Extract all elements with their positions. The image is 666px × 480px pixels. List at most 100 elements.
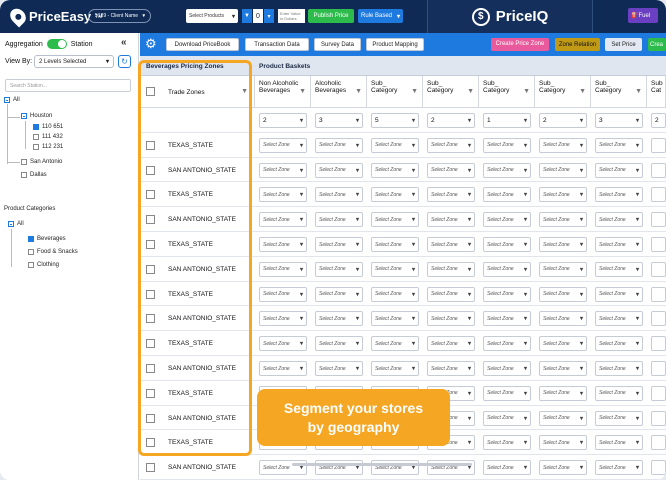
priceeasy-logo[interactable]: PriceEasy TM	[7, 5, 102, 28]
select-zone-dropdown[interactable]: Select Zone ▾	[259, 336, 307, 352]
select-zone-dropdown[interactable]: Select Zone ▾	[595, 460, 643, 476]
select-zone-dropdown[interactable]: Select Zone ▾	[427, 336, 475, 352]
select-zone-dropdown[interactable]: Select Zone ▾	[595, 261, 643, 277]
select-zone-dropdown[interactable]: Select Zone ▾	[371, 162, 419, 178]
select-zone-dropdown[interactable]: Select Zone ▾	[259, 137, 307, 153]
select-zone-dropdown[interactable]: Select Zone ▾	[371, 261, 419, 277]
search-station-input[interactable]: Search Station...	[5, 79, 131, 92]
checkbox-checked-icon[interactable]	[28, 236, 34, 242]
select-zone-dropdown[interactable]: Select Zone ▾	[259, 212, 307, 228]
basket-value-select[interactable]: 2	[651, 113, 666, 128]
select-zone-dropdown[interactable]	[651, 162, 666, 178]
select-zone-dropdown[interactable]: Select Zone ▾	[259, 237, 307, 252]
select-zone-dropdown[interactable]: Select Zone ▾	[427, 311, 475, 327]
basket-value-select[interactable]: 3 ▾	[315, 113, 363, 128]
select-zone-dropdown[interactable]: Select Zone ▾	[539, 187, 587, 203]
select-zone-dropdown[interactable]: Select Zone ▾	[259, 460, 307, 476]
select-zone-dropdown[interactable]: Select Zone ▾	[315, 286, 363, 302]
select-zone-dropdown[interactable]: Select Zone ▾	[315, 187, 363, 203]
tree-dallas[interactable]: Dallas	[21, 172, 47, 178]
select-zone-dropdown[interactable]: Select Zone ▾	[371, 237, 419, 252]
create-price-zone-button[interactable]: Create Price Zone	[491, 38, 549, 51]
row-checkbox[interactable]	[146, 165, 155, 175]
select-zone-dropdown[interactable]: Select Zone ▾	[483, 435, 531, 451]
publish-price-button[interactable]: Publish Price	[308, 9, 354, 23]
select-zone-dropdown[interactable]: Select Zone ▾	[483, 336, 531, 352]
select-zone-dropdown[interactable]: Select Zone ▾	[483, 212, 531, 228]
horizontal-scrollbar[interactable]	[292, 463, 472, 466]
select-zone-dropdown[interactable]: Select Zone ▾	[259, 361, 307, 376]
select-zone-dropdown[interactable]: Select Zone ▾	[371, 361, 419, 376]
checkbox-icon[interactable]	[28, 262, 34, 268]
checkbox-checked-icon[interactable]	[33, 124, 39, 130]
row-checkbox[interactable]	[146, 264, 155, 274]
select-zone-dropdown[interactable]: Select Zone ▾	[539, 361, 587, 376]
gear-icon[interactable]: ⚙	[145, 36, 157, 51]
pc-food[interactable]: Food & Snacks	[28, 249, 78, 255]
select-zone-dropdown[interactable]: Select Zone ▾	[371, 212, 419, 228]
select-zone-dropdown[interactable]: Select Zone ▾	[315, 162, 363, 178]
select-zone-dropdown[interactable]: Select Zone ▾	[483, 410, 531, 426]
select-zone-dropdown[interactable]: Select Zone ▾	[539, 311, 587, 327]
checkbox-icon[interactable]	[28, 249, 34, 255]
select-zone-dropdown[interactable]: Select Zone ▾	[483, 460, 531, 476]
select-zone-dropdown[interactable]: Select Zone ▾	[539, 286, 587, 302]
select-zone-dropdown[interactable]	[651, 311, 666, 327]
select-zone-dropdown[interactable]: Select Zone ▾	[371, 286, 419, 302]
select-zone-dropdown[interactable]	[651, 187, 666, 203]
select-zone-dropdown[interactable]: Select Zone ▾	[483, 162, 531, 178]
zone-relation-button[interactable]: Zone Relation	[555, 38, 600, 51]
filter-icon[interactable]: ▼	[635, 88, 642, 95]
select-zone-dropdown[interactable]: Select Zone ▾	[315, 212, 363, 228]
select-zone-dropdown[interactable]: Select Zone ▾	[539, 410, 587, 426]
basket-value-select[interactable]: 1 ▾	[483, 113, 531, 128]
row-checkbox[interactable]	[146, 438, 155, 448]
select-zone-dropdown[interactable]: Select Zone ▾	[259, 311, 307, 327]
fuel-button[interactable]: ⛽ Fuel	[628, 8, 658, 23]
select-zone-dropdown[interactable]	[651, 237, 666, 252]
count-dropdown[interactable]: ▾	[264, 9, 274, 23]
product-mapping-button[interactable]: Product Mapping	[366, 38, 424, 51]
select-zone-dropdown[interactable]: Select Zone ▾	[539, 237, 587, 252]
checkbox-icon[interactable]	[33, 144, 39, 150]
select-zone-dropdown[interactable]: Select Zone ▾	[483, 286, 531, 302]
levels-dropdown[interactable]: 2 Levels Selected ▾	[34, 55, 114, 68]
select-zone-dropdown[interactable]: Select Zone ▾	[483, 311, 531, 327]
select-zone-dropdown[interactable]: Select Zone ▾	[371, 187, 419, 203]
select-zone-dropdown[interactable]: Select Zone ▾	[539, 435, 587, 451]
select-zone-dropdown[interactable]	[651, 435, 666, 451]
checkbox-icon[interactable]	[8, 221, 14, 227]
select-zone-dropdown[interactable]: Select Zone ▾	[539, 336, 587, 352]
select-zone-dropdown[interactable]: Select Zone ▾	[595, 286, 643, 302]
select-zone-dropdown[interactable]	[651, 385, 666, 401]
select-zone-dropdown[interactable]: Select Zone ▾	[427, 137, 475, 153]
select-zone-dropdown[interactable]: Select Zone ▾	[483, 237, 531, 252]
select-zone-dropdown[interactable]: Select Zone ▾	[427, 361, 475, 376]
select-zone-dropdown[interactable]: Select Zone ▾	[427, 237, 475, 252]
refresh-icon[interactable]: ↻	[118, 55, 131, 68]
select-zone-dropdown[interactable]: Select Zone ▾	[483, 261, 531, 277]
create-button[interactable]: Crea	[648, 38, 666, 51]
filter-icon[interactable]: ▼	[299, 88, 306, 95]
select-zone-dropdown[interactable]: Select Zone ▾	[595, 212, 643, 228]
rule-based-dropdown[interactable]: Rule Based ▾	[358, 9, 403, 23]
set-price-button[interactable]: Set Price	[605, 38, 642, 51]
select-zone-dropdown[interactable]: Select Zone ▾	[315, 137, 363, 153]
select-zone-dropdown[interactable]: Select Zone ▾	[595, 385, 643, 401]
select-zone-dropdown[interactable]: Select Zone ▾	[315, 261, 363, 277]
checkbox-icon[interactable]	[33, 134, 39, 140]
select-zone-dropdown[interactable]: Select Zone ▾	[595, 361, 643, 376]
row-checkbox[interactable]	[146, 339, 155, 349]
client-selector[interactable]: 5189 - Client Name ▾	[88, 9, 151, 23]
select-all-checkbox[interactable]	[146, 87, 155, 96]
pc-beverages[interactable]: Beverages	[28, 236, 66, 242]
select-zone-dropdown[interactable]: Select Zone ▾	[539, 460, 587, 476]
select-zone-dropdown[interactable]	[651, 212, 666, 228]
select-zone-dropdown[interactable]: Select Zone ▾	[595, 410, 643, 426]
row-checkbox[interactable]	[146, 289, 155, 299]
row-checkbox[interactable]	[146, 413, 155, 423]
filter-icon[interactable]: ▼	[523, 88, 530, 95]
collapse-sidebar-icon[interactable]: «	[121, 37, 127, 48]
basket-value-select[interactable]: 2 ▾	[539, 113, 587, 128]
survey-data-button[interactable]: Survey Data	[314, 38, 361, 51]
